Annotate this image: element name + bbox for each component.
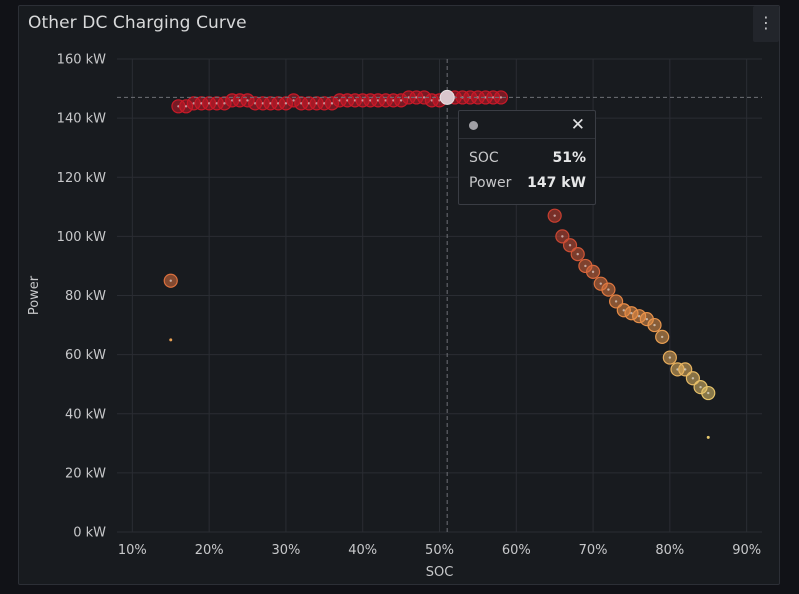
data-point-center [614, 300, 618, 303]
data-point-center [492, 96, 495, 99]
data-point-center [369, 99, 372, 102]
data-point-center [637, 314, 641, 318]
tooltip-row-power: Power 147 kW [469, 175, 586, 191]
data-point-center [292, 99, 295, 102]
panel-title: Other DC Charging Curve [28, 13, 247, 33]
tooltip-label: Power [469, 175, 512, 191]
data-point-center [630, 312, 633, 315]
data-point-center [599, 282, 602, 285]
hover-tooltip: ✕ SOC 51% Power 147 kW [458, 110, 596, 205]
close-icon[interactable]: ✕ [570, 115, 585, 135]
data-point-center [330, 102, 334, 105]
data-point-center [200, 102, 203, 105]
data-point-center [553, 214, 556, 217]
data-point-center [422, 96, 426, 99]
data-point-center [215, 102, 219, 105]
data-point-center [607, 288, 610, 291]
tooltip-value: 147 kW [527, 175, 586, 191]
data-point-center [653, 323, 656, 327]
data-point-center [254, 102, 257, 105]
x-tick-label: 80% [655, 543, 684, 558]
data-point-center [430, 99, 434, 102]
data-point-center [584, 264, 587, 268]
data-point-center [184, 105, 188, 108]
data-point-center [415, 96, 418, 99]
x-axis-label: SOC [426, 565, 454, 580]
data-point-center [660, 335, 664, 339]
data-point-center [691, 377, 695, 380]
y-tick-label: 60 kW [65, 348, 106, 363]
data-point-center [338, 99, 341, 102]
y-tick-label: 40 kW [65, 407, 106, 422]
data-point-center [307, 102, 311, 105]
data-point-center [238, 99, 242, 102]
data-point-center [484, 96, 487, 99]
data-point-center [645, 317, 649, 321]
series-dot-icon [469, 121, 478, 130]
data-point-center [376, 99, 380, 102]
data-point-center [668, 356, 672, 359]
data-point-center [246, 99, 249, 102]
data-point-center [346, 99, 349, 102]
data-point-center [284, 102, 288, 105]
data-point-center [315, 102, 318, 105]
data-point-center [407, 96, 410, 99]
x-tick-label: 50% [425, 543, 454, 558]
data-point-center [591, 270, 595, 274]
data-point-center [392, 99, 395, 102]
data-point-center [353, 99, 357, 102]
data-point-center [399, 99, 403, 102]
data-point [706, 435, 710, 439]
data-point-center [568, 244, 572, 247]
data-point-center [207, 102, 211, 105]
y-tick-label: 140 kW [57, 112, 106, 127]
data-point-center [576, 252, 579, 256]
y-tick-label: 20 kW [65, 466, 106, 481]
x-tick-label: 30% [271, 543, 300, 558]
data-point-center [323, 102, 326, 105]
y-axis-label: Power [27, 275, 42, 315]
data-point-center [277, 102, 280, 105]
x-tick-label: 40% [348, 543, 377, 558]
tooltip-row-soc: SOC 51% [469, 150, 586, 166]
y-tick-label: 100 kW [57, 230, 106, 245]
data-point-center [561, 235, 564, 238]
tooltip-value: 51% [552, 150, 586, 166]
x-tick-label: 10% [118, 543, 147, 558]
x-tick-label: 60% [502, 543, 531, 558]
data-point-center [676, 368, 679, 371]
data-point-center [169, 279, 172, 282]
data-point-center [177, 105, 180, 108]
y-tick-label: 0 kW [73, 526, 106, 541]
data-point-center [684, 368, 687, 371]
x-tick-label: 90% [732, 543, 761, 558]
y-tick-label: 120 kW [57, 171, 106, 186]
data-point-center [269, 102, 272, 105]
data-point-center [300, 102, 303, 105]
data-point-center [622, 309, 625, 312]
y-tick-label: 80 kW [65, 289, 106, 304]
data-point-center [223, 102, 226, 105]
hovered-data-point [439, 89, 455, 105]
y-tick-label: 160 kW [57, 53, 106, 68]
data-point-center [361, 99, 364, 102]
data-point-center [261, 102, 265, 105]
data-point-center [499, 96, 503, 99]
data-point-center [699, 385, 702, 389]
x-tick-label: 70% [579, 543, 608, 558]
data-point-center [230, 99, 234, 102]
data-point-center [384, 99, 387, 102]
data-point-center [707, 391, 710, 395]
data-point [169, 338, 173, 342]
data-point-center [192, 102, 195, 105]
tooltip-divider [459, 138, 595, 139]
panel-menu-icon[interactable]: ⋮ [753, 6, 779, 42]
tooltip-label: SOC [469, 150, 499, 166]
x-tick-label: 20% [195, 543, 224, 558]
